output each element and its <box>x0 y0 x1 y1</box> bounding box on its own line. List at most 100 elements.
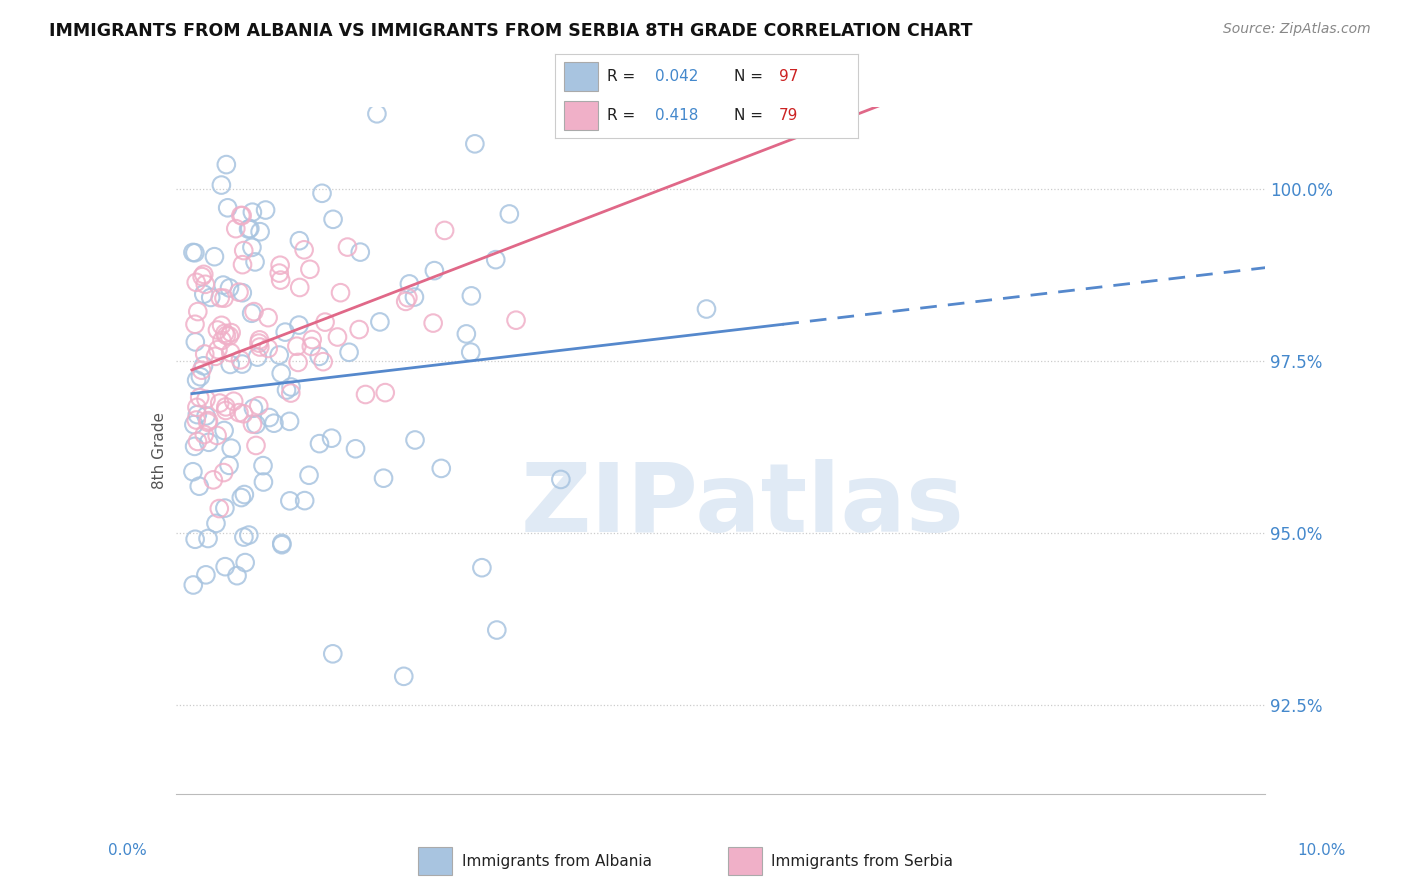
Point <box>308 350 330 364</box>
Point <box>485 623 508 637</box>
Point <box>181 578 204 592</box>
Point <box>184 318 207 332</box>
Point <box>422 316 444 330</box>
Point <box>229 209 252 223</box>
Point <box>287 355 309 369</box>
Point <box>270 538 292 552</box>
Point <box>242 417 264 431</box>
Point <box>190 369 212 384</box>
Point <box>288 280 311 294</box>
Point <box>252 475 274 489</box>
Point <box>337 345 360 359</box>
Point <box>229 352 252 367</box>
Point <box>218 329 240 343</box>
Y-axis label: 8th Grade: 8th Grade <box>152 412 167 489</box>
Point <box>395 294 418 309</box>
Bar <box>419 847 453 875</box>
Text: Immigrants from Albania: Immigrants from Albania <box>461 854 652 869</box>
Point <box>433 223 456 237</box>
Point <box>242 401 264 416</box>
Point <box>240 306 263 320</box>
Point <box>247 399 270 413</box>
Point <box>269 258 291 272</box>
Text: 79: 79 <box>779 108 799 123</box>
Point <box>232 530 254 544</box>
Point <box>505 313 527 327</box>
Bar <box>564 101 598 130</box>
Point <box>186 413 208 427</box>
Point <box>197 435 219 450</box>
Point <box>181 245 204 260</box>
Text: 0.418: 0.418 <box>655 108 699 123</box>
Point <box>278 414 301 428</box>
Point <box>550 472 572 486</box>
Point <box>214 326 236 341</box>
Point <box>193 427 215 442</box>
Point <box>243 255 266 269</box>
Bar <box>564 62 598 91</box>
Point <box>285 339 308 353</box>
Point <box>188 391 211 405</box>
Point <box>219 441 242 455</box>
Point <box>186 373 208 387</box>
Point <box>312 354 335 368</box>
Point <box>195 392 218 407</box>
Point <box>747 72 769 87</box>
Point <box>232 407 254 421</box>
Point <box>270 367 292 381</box>
Point <box>218 281 240 295</box>
Point <box>186 401 208 415</box>
Point <box>392 669 415 683</box>
Point <box>215 400 238 414</box>
Text: 0.0%: 0.0% <box>108 843 148 858</box>
Point <box>187 304 209 318</box>
Point <box>193 268 215 282</box>
Point <box>245 438 267 452</box>
Point <box>183 417 205 432</box>
Point <box>314 315 336 329</box>
Point <box>184 334 207 349</box>
Point <box>456 326 478 341</box>
Point <box>212 278 235 293</box>
Point <box>243 304 266 318</box>
Point <box>231 209 253 223</box>
Point <box>195 409 218 423</box>
Point <box>188 479 211 493</box>
Point <box>252 458 274 473</box>
Point <box>354 387 377 401</box>
Point <box>226 568 249 582</box>
Point <box>276 383 298 397</box>
Point <box>190 363 212 377</box>
Point <box>200 290 222 304</box>
Point <box>249 340 271 354</box>
Point <box>217 201 239 215</box>
Point <box>288 234 311 248</box>
Point <box>209 178 232 192</box>
Point <box>404 433 426 447</box>
Point <box>205 516 228 531</box>
Point <box>460 345 482 359</box>
Point <box>299 339 322 353</box>
Point <box>398 277 420 291</box>
Point <box>186 434 208 449</box>
Text: N =: N = <box>734 69 768 84</box>
Point <box>322 647 344 661</box>
Point <box>212 291 235 305</box>
Point <box>396 291 419 305</box>
Text: Source: ZipAtlas.com: Source: ZipAtlas.com <box>1223 22 1371 37</box>
Text: ZIPatlas: ZIPatlas <box>520 458 965 552</box>
Point <box>274 325 297 339</box>
Point <box>205 428 228 442</box>
Point <box>301 333 323 347</box>
Point <box>695 301 717 316</box>
Point <box>239 221 262 235</box>
Point <box>485 252 508 267</box>
Point <box>215 158 238 172</box>
Text: 97: 97 <box>779 69 799 84</box>
Point <box>212 466 235 480</box>
Point <box>247 336 270 351</box>
Point <box>219 358 242 372</box>
Point <box>214 501 236 516</box>
Point <box>184 245 207 260</box>
Point <box>288 318 311 332</box>
